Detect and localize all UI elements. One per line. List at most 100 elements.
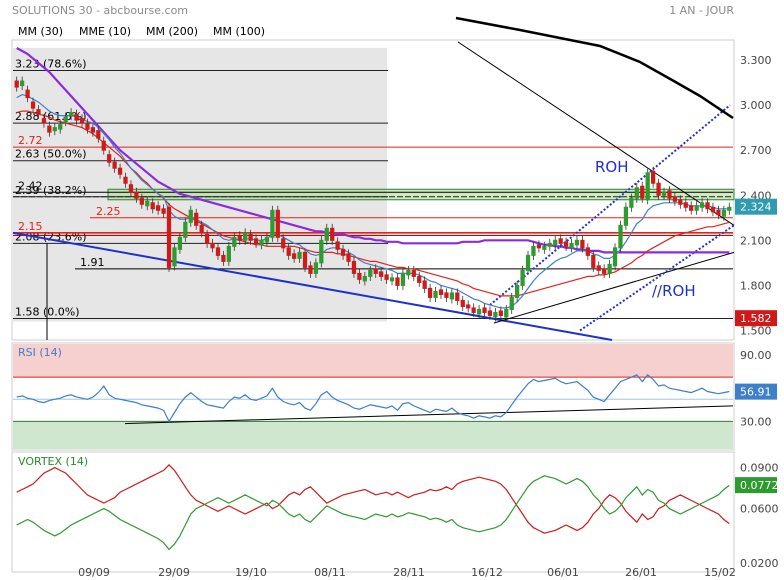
candle-body xyxy=(569,242,574,249)
candle-body xyxy=(41,118,47,124)
resistance-band xyxy=(107,188,735,201)
candle-body xyxy=(553,239,558,246)
candle-body xyxy=(520,269,525,286)
candle-body xyxy=(286,247,291,256)
candle-body xyxy=(678,199,683,205)
level-label: 1.91 xyxy=(80,256,105,269)
candle-body xyxy=(558,238,563,244)
candle-body xyxy=(438,289,444,295)
candle-body xyxy=(602,268,607,274)
candle-body xyxy=(112,161,117,169)
vortex-title: VORTEX (14) xyxy=(18,455,88,468)
candle-body xyxy=(661,191,667,196)
last-price-tag xyxy=(735,198,777,215)
x-tick-label: 15/02 xyxy=(704,566,736,579)
candle-body xyxy=(525,254,531,271)
annotation-roh-inverse: //ROH xyxy=(652,282,696,300)
legend-mm30: MM (30) xyxy=(18,25,63,38)
candle-body xyxy=(63,116,68,123)
candle-body xyxy=(14,80,19,88)
candle-body xyxy=(640,185,645,199)
candle-body xyxy=(324,227,329,241)
candle-body xyxy=(379,271,384,277)
candle-body xyxy=(531,245,536,256)
candle-body xyxy=(547,242,552,247)
legend-mme10: MME (10) xyxy=(79,25,131,38)
candle-body xyxy=(330,227,335,241)
candle-body xyxy=(281,238,286,249)
candle-body xyxy=(683,202,688,208)
candle-body xyxy=(498,310,503,316)
vortex-last-tag xyxy=(735,477,777,494)
candle-body xyxy=(504,308,509,318)
candle-body xyxy=(427,287,433,298)
mme10-line xyxy=(16,93,730,309)
candle-body xyxy=(585,247,590,256)
candle-body xyxy=(340,248,346,256)
level-label: 2.72 xyxy=(18,134,43,147)
candles-layer xyxy=(14,76,732,322)
candle-body xyxy=(58,124,63,130)
candle-body xyxy=(166,206,172,268)
candle-body xyxy=(145,200,150,207)
candle-body xyxy=(194,212,199,226)
x-axis: 09/09 29/09 19/10 08/11 28/11 16/12 06/01 26/01… xyxy=(78,566,736,579)
candle-body xyxy=(727,206,732,211)
candle-body xyxy=(275,209,280,238)
vortex-plus-line xyxy=(16,475,730,551)
candle-body xyxy=(482,307,487,313)
candle-body xyxy=(400,272,406,286)
candle-body xyxy=(351,260,357,274)
candle-body xyxy=(721,209,726,217)
candle-body xyxy=(128,184,134,193)
candle-body xyxy=(139,197,144,205)
candle-body xyxy=(487,310,493,316)
price-tick-label: 1.500 xyxy=(740,324,772,337)
candle-body xyxy=(607,263,612,274)
fib-label: 2.39 (38.2%) xyxy=(15,184,87,197)
candle-body xyxy=(90,127,96,133)
low-marker-tag xyxy=(735,310,777,327)
level-label: 2.15 xyxy=(18,220,43,233)
low-marker-label: 1.582 xyxy=(740,312,772,325)
level-label: 2.25 xyxy=(96,205,121,218)
fib-label: 3.23 (78.6%) xyxy=(15,58,87,71)
candle-body xyxy=(417,275,422,283)
price-tick-label: 1.800 xyxy=(740,279,772,292)
candle-body xyxy=(47,125,52,133)
rsi-title: RSI (14) xyxy=(18,346,62,359)
candle-body xyxy=(629,197,634,208)
annotation-roh: ROH xyxy=(595,158,629,176)
candle-body xyxy=(188,209,193,223)
vortex-panel xyxy=(11,451,735,573)
roh-channel-upper xyxy=(489,104,731,306)
candle-body xyxy=(297,251,302,259)
price-trendlines-layer: ROH //ROH xyxy=(12,41,735,341)
candle-body xyxy=(689,205,694,211)
candle-body xyxy=(226,245,231,262)
candle-body xyxy=(515,284,520,298)
rsi-last-tag xyxy=(735,383,777,400)
price-levels-layer: 3.23 (78.6%) 2.88 (61.8%) 2.63 (50.0%) 2.39… xyxy=(13,58,733,340)
candle-body xyxy=(449,292,455,300)
roh-channel-lower xyxy=(579,224,735,332)
fib-label: 2.88 (61.8%) xyxy=(15,110,87,123)
candle-body xyxy=(134,191,139,199)
candle-body xyxy=(36,109,41,115)
candle-body xyxy=(357,272,362,280)
candle-body xyxy=(422,280,427,289)
candle-body xyxy=(623,206,629,226)
candle-body xyxy=(346,253,351,262)
candle-body xyxy=(232,236,237,247)
x-tick-label: 16/12 xyxy=(471,566,503,579)
rsi-trendline xyxy=(124,405,734,425)
candle-body xyxy=(612,247,618,267)
chart-source: SOLUTIONS 30 - abcbourse.com xyxy=(12,4,188,17)
candle-body xyxy=(210,242,215,249)
rsi-line xyxy=(16,374,730,423)
candle-body xyxy=(96,130,101,139)
candle-body xyxy=(362,275,367,282)
candle-body xyxy=(74,113,79,121)
candle-body xyxy=(389,277,395,282)
candle-body xyxy=(650,170,656,184)
